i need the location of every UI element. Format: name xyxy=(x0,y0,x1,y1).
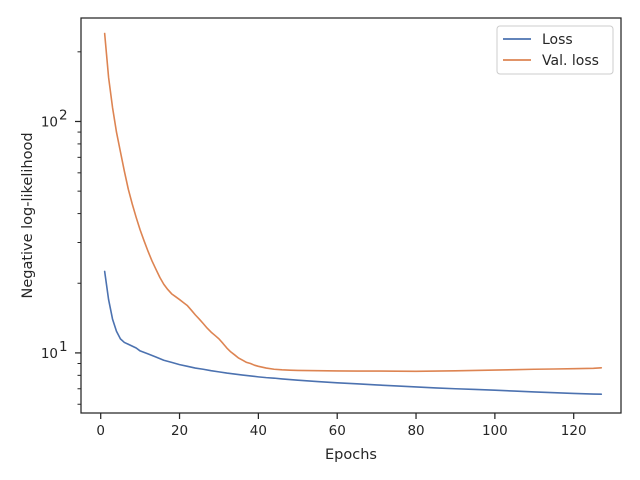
y-tick-label-0: 10 xyxy=(41,346,58,362)
series-layer xyxy=(103,32,603,396)
x-tick-label-3: 60 xyxy=(329,423,346,439)
x-tick-label-6: 120 xyxy=(561,423,587,439)
plot-frame xyxy=(80,17,622,414)
x-tick-label-0: 0 xyxy=(96,423,105,439)
x-tick-label-5: 100 xyxy=(482,423,508,439)
legend-label-1: Val. loss xyxy=(542,53,599,69)
legend-items: Loss Val. loss xyxy=(503,32,599,69)
y-tick-label-exp-1: 2 xyxy=(59,107,68,123)
series-line-1 xyxy=(103,32,603,373)
legend: Loss Val. loss xyxy=(496,25,614,75)
x-tick-label-1: 20 xyxy=(171,423,188,439)
x-axis-label: Epochs xyxy=(325,447,377,463)
legend-box xyxy=(496,25,614,75)
x-axis: 0 20 40 60 80 100 120 xyxy=(96,413,587,439)
y-axis-label: Negative log-likelihood xyxy=(20,132,36,298)
legend-label-0: Loss xyxy=(542,32,573,48)
y-tick-label-exp-0: 1 xyxy=(59,339,68,355)
y-tick-label-1: 10 xyxy=(41,114,58,130)
x-tick-label-4: 80 xyxy=(407,423,424,439)
series-line-0 xyxy=(103,270,603,396)
x-tick-label-2: 40 xyxy=(250,423,267,439)
